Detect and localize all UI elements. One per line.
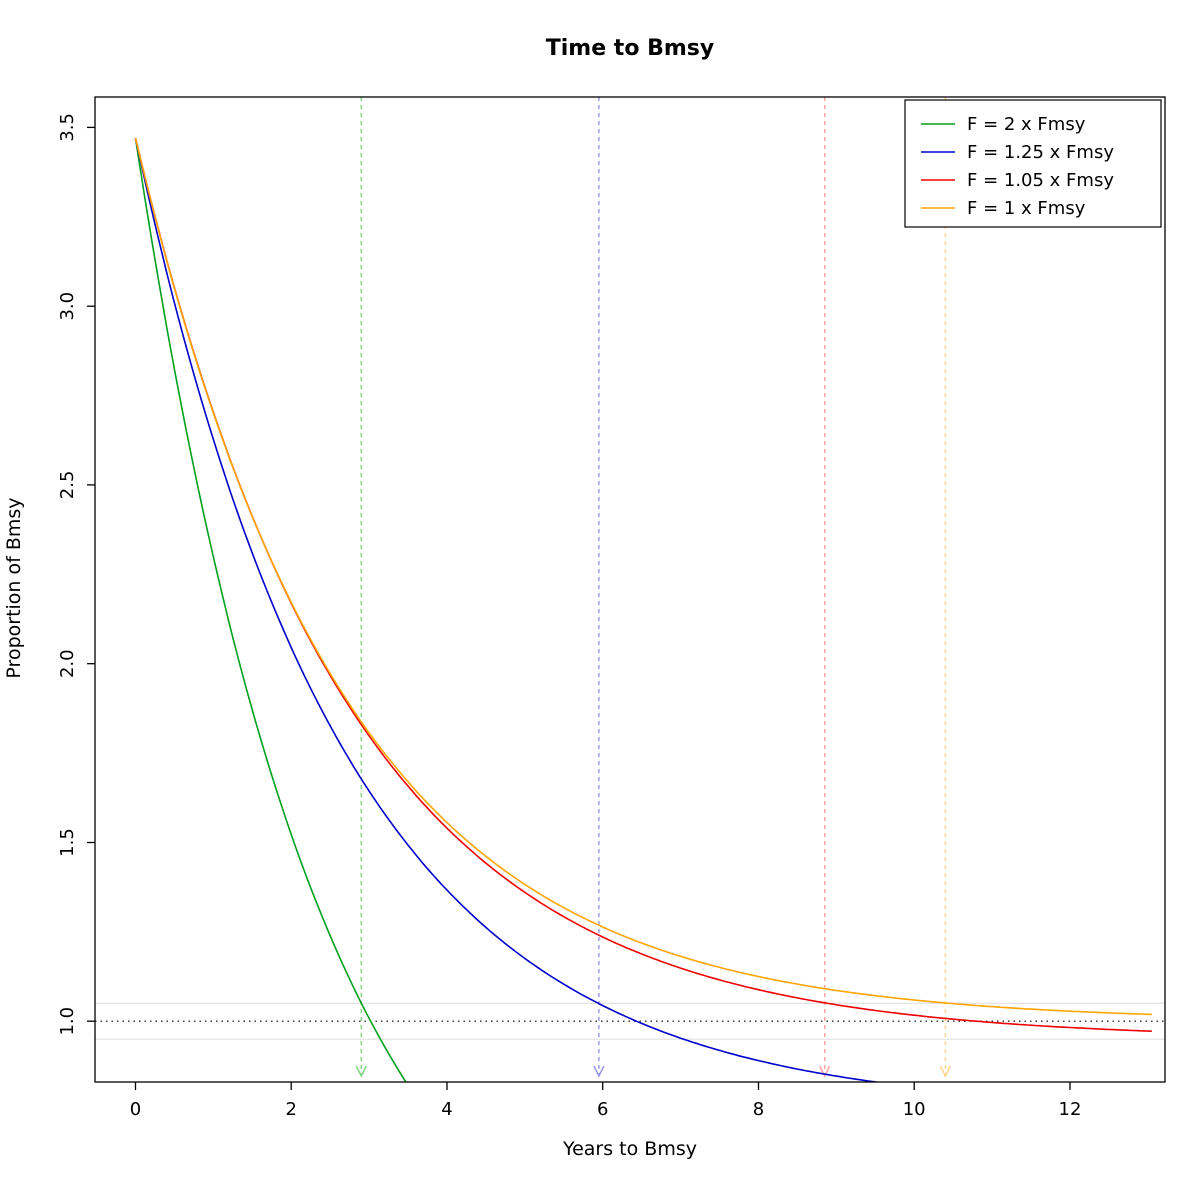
- x-tick-label: 4: [441, 1099, 452, 1120]
- x-tick-label: 2: [285, 1099, 296, 1120]
- legend-label-2: F = 1.05 x Fmsy: [967, 170, 1114, 191]
- y-tick-label: 2.5: [57, 471, 78, 500]
- y-tick-label: 1.5: [57, 828, 78, 857]
- time-marker-arrowhead-1: [593, 1065, 605, 1078]
- series-curve-3: [134, 137, 1152, 1016]
- y-tick-label: 3.5: [57, 113, 78, 142]
- legend-label-1: F = 1.25 x Fmsy: [967, 142, 1114, 163]
- x-axis-label: Years to Bmsy: [562, 1138, 697, 1160]
- x-tick-label: 8: [753, 1099, 764, 1120]
- time-marker-arrowhead-3: [939, 1065, 952, 1078]
- legend-label-0: F = 2 x Fmsy: [967, 114, 1086, 135]
- x-tick-label: 12: [1059, 1099, 1082, 1120]
- x-tick-label: 0: [130, 1099, 141, 1120]
- time-marker-arrowhead-0: [355, 1065, 367, 1078]
- series-curve-0: [134, 137, 407, 1082]
- series-curve-2: [134, 137, 1152, 1032]
- chart-title: Time to Bmsy: [546, 36, 714, 61]
- plot-border: [94, 96, 1166, 1083]
- legend-box: [904, 99, 1162, 228]
- time-marker-arrowhead-2: [819, 1065, 831, 1078]
- y-axis-label: Proportion of Bmsy: [3, 497, 25, 678]
- y-tick-label: 3.0: [57, 292, 78, 321]
- legend-label-3: F = 1 x Fmsy: [967, 198, 1086, 219]
- series-curve-1: [134, 137, 882, 1082]
- chart-generated-layer: 0 2 4 6 8 10 12 1.0 1.5 2.0 2.5 3.0 3.5 F = 2 x Fmsy F…: [57, 96, 1166, 1120]
- y-tick-label: 2.0: [57, 649, 78, 678]
- x-tick-label: 10: [903, 1099, 926, 1120]
- x-tick-label: 6: [597, 1099, 608, 1120]
- y-tick-label: 1.0: [57, 1007, 78, 1036]
